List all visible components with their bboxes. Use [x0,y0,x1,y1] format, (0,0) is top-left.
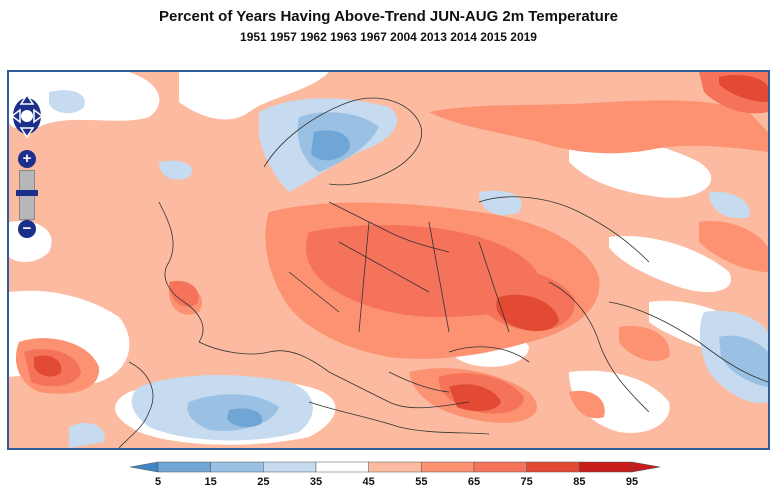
legend-tick-label: 85 [573,476,586,488]
legend-tick-label: 55 [415,476,428,488]
legend-colorbar [130,461,660,473]
legend-tick-label: 45 [362,476,375,488]
zoom-out-button[interactable]: − [18,220,36,238]
legend-swatch [473,461,527,473]
color-legend: 5 15 25 35 45 55 65 75 85 95 [130,459,660,492]
legend-swatch [579,461,633,473]
legend-swatch [421,461,475,473]
blue-15-regions [227,130,350,428]
legend-arrow-low [130,461,159,473]
legend-swatch [526,461,580,473]
legend-tick-label: 95 [625,476,639,488]
legend-tick-label: 25 [257,476,270,488]
legend-swatch [368,461,422,473]
map-panel[interactable] [7,70,770,450]
legend-swatch [263,461,317,473]
legend-tick-label: 65 [467,476,481,488]
legend-tick-label: 15 [204,476,217,488]
legend-tick-label: 75 [520,476,533,488]
legend-arrow-high [631,461,660,473]
zoom-slider-handle[interactable] [16,190,38,196]
map-navigation-control: + − [10,92,44,242]
legend-tick-label: 5 [154,476,162,488]
pan-arrows-icon[interactable] [10,92,44,140]
legend-swatch [210,461,264,473]
map-title: Percent of Years Having Above-Trend JUN-… [158,8,619,25]
legend-swatch [315,461,369,473]
red-85-regions [34,75,768,412]
map-subtitle: 1951 1957 1962 1963 1967 2004 2013 2014 … [240,30,537,44]
legend-swatch [157,461,211,473]
anomaly-map [9,72,768,448]
coastlines-borders [118,97,768,448]
zoom-in-button[interactable]: + [18,150,36,168]
legend-tick-label: 35 [309,476,323,488]
